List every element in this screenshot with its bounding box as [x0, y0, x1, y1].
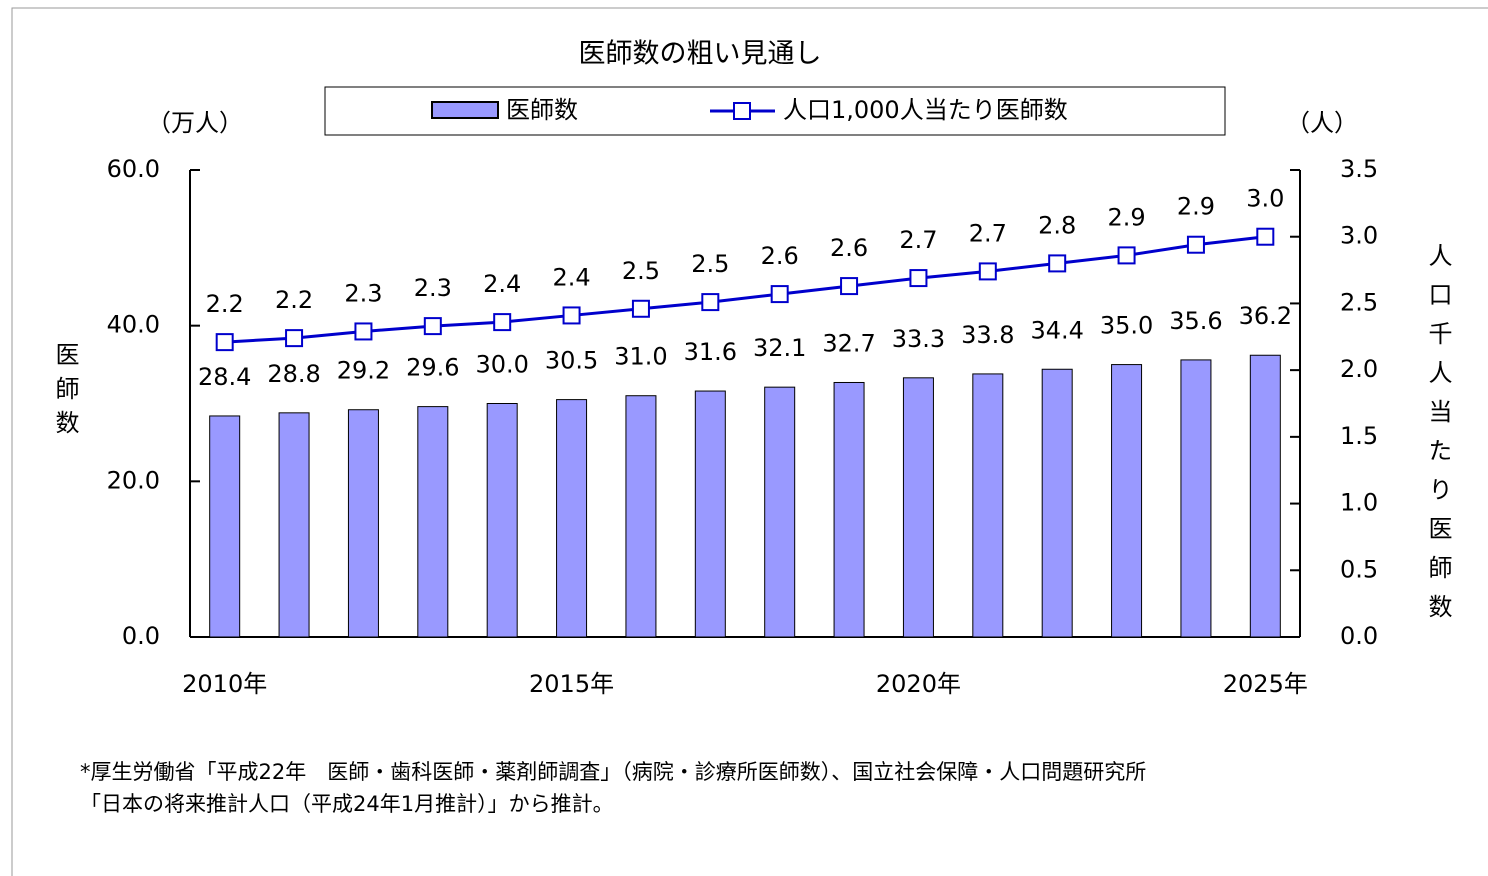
bar-value-label: 33.8	[961, 321, 1014, 349]
bar-value-label: 35.0	[1100, 312, 1153, 340]
line-marker	[1186, 235, 1205, 254]
line-value-label: 2.5	[691, 250, 729, 278]
bar-value-label: 32.1	[753, 334, 806, 362]
bar-value-label: 34.4	[1030, 316, 1083, 344]
footnote: *厚生労働省「平成22年 医師・歯科医師・薬剤師調査」（病院・診療所医師数）、国…	[80, 760, 1146, 784]
line-marker	[701, 293, 720, 312]
x-tick-label: 2010年	[182, 670, 267, 698]
line-value-label: 2.3	[414, 274, 452, 302]
line-value-label: 2.3	[344, 279, 382, 307]
y2-tick-label: 3.0	[1340, 222, 1378, 250]
bar-value-label: 29.2	[337, 357, 390, 385]
y2-tick-label: 3.5	[1340, 155, 1378, 183]
bar	[902, 377, 934, 638]
line-marker	[215, 333, 234, 352]
line-marker	[285, 329, 304, 348]
bar	[1249, 354, 1281, 638]
line-marker	[631, 299, 650, 318]
bar-value-label: 30.5	[545, 347, 598, 375]
line-value-label: 2.7	[899, 226, 937, 254]
legend-swatch	[431, 101, 499, 119]
bar-value-label: 30.0	[475, 351, 528, 379]
line-marker	[840, 277, 859, 296]
footnote: 「日本の将来推計人口（平成24年1月推計）」から推計。	[80, 792, 614, 816]
bar	[347, 409, 379, 638]
y2-tick-label: 1.5	[1340, 422, 1378, 450]
line-value-label: 2.2	[275, 286, 313, 314]
bar-value-label: 31.0	[614, 343, 667, 371]
y2-tick-label: 0.5	[1340, 555, 1378, 583]
bar-value-label: 36.2	[1239, 302, 1292, 330]
bar-value-label: 33.3	[892, 325, 945, 353]
bar	[972, 373, 1004, 638]
line-marker	[909, 269, 928, 288]
bar-value-label: 28.8	[267, 360, 320, 388]
bar-value-label: 35.6	[1169, 307, 1222, 335]
line-value-label: 2.9	[1107, 203, 1145, 231]
bar-value-label: 28.4	[198, 363, 251, 391]
y2-unit: （人）	[1286, 109, 1358, 137]
bar	[556, 399, 588, 638]
line-marker	[562, 306, 581, 325]
line-value-label: 2.9	[1177, 193, 1215, 221]
line-marker	[770, 285, 789, 304]
y-tick-label: 0.0	[122, 622, 160, 650]
bar	[625, 395, 657, 638]
chart-title: 医師数の粗い見通し	[579, 39, 822, 70]
bar	[694, 390, 726, 638]
frame	[11, 7, 1488, 876]
line-marker	[1117, 246, 1136, 265]
bar	[486, 403, 518, 638]
x-tick-label: 2025年	[1223, 670, 1308, 698]
bar	[278, 412, 310, 638]
y2-tick-label: 2.5	[1340, 288, 1378, 316]
bar	[833, 381, 865, 638]
y-axis-title: 医師数	[51, 342, 79, 444]
bar	[1041, 368, 1073, 638]
line-value-label: 2.5	[622, 257, 660, 285]
line-marker	[354, 322, 373, 341]
legend-marker	[733, 102, 751, 120]
y-unit: （万人）	[147, 109, 243, 137]
bar-value-label: 29.6	[406, 354, 459, 382]
line-marker	[1048, 254, 1067, 273]
bar-value-label: 31.6	[684, 338, 737, 366]
line-marker	[978, 262, 997, 281]
line-value-label: 3.0	[1246, 185, 1284, 213]
line-value-label: 2.2	[206, 290, 244, 318]
y2-tick-label: 2.0	[1340, 355, 1378, 383]
line-value-label: 2.6	[830, 234, 868, 262]
line-marker	[493, 313, 512, 332]
line-marker	[423, 317, 442, 336]
y-tick-label: 40.0	[107, 311, 160, 339]
x-tick-label: 2015年	[529, 670, 614, 698]
line	[224, 235, 1266, 344]
line-marker	[1256, 227, 1275, 246]
x-tick-label: 2020年	[876, 670, 961, 698]
y2-tick-label: 0.0	[1340, 622, 1378, 650]
line-value-label: 2.7	[969, 219, 1007, 247]
y2-tick-label: 1.0	[1340, 489, 1378, 517]
line-value-label: 2.6	[761, 242, 799, 270]
bar	[417, 406, 449, 638]
bar	[764, 386, 796, 638]
legend-label: 医師数	[506, 96, 578, 124]
line-value-label: 2.8	[1038, 211, 1076, 239]
bar	[1111, 364, 1143, 638]
line-value-label: 2.4	[552, 263, 590, 291]
y-tick-label: 60.0	[107, 155, 160, 183]
y-tick-label: 20.0	[107, 466, 160, 494]
y2-axis-title: 人口千人当たり医師数	[1424, 243, 1452, 633]
bar	[209, 415, 241, 638]
bar-value-label: 32.7	[822, 329, 875, 357]
line-value-label: 2.4	[483, 270, 521, 298]
legend-label: 人口1,000人当たり医師数	[783, 96, 1068, 124]
bar	[1180, 359, 1212, 638]
